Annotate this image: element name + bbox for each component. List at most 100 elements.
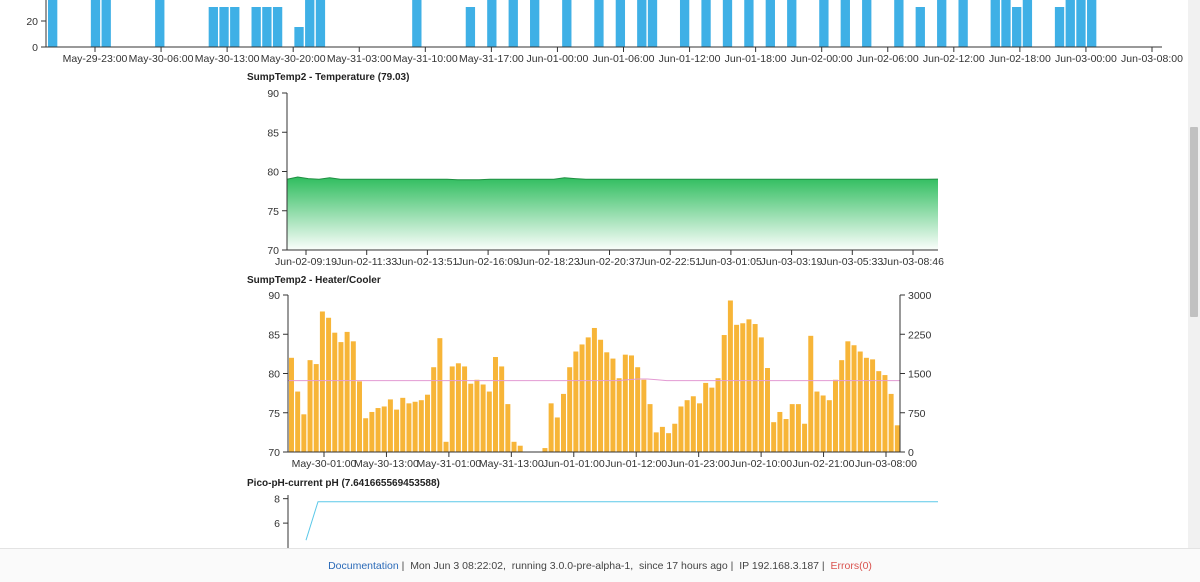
heater-x-tick-label: Jun-02-21:00 (793, 458, 855, 470)
heater-bar (425, 394, 430, 452)
bar (305, 0, 315, 47)
top-chart-y-tick-label: 0 (32, 42, 38, 54)
heater-bar (709, 387, 715, 452)
temperature-x-tick-label: Jun-03-03:19 (761, 256, 823, 266)
heater-bar (326, 317, 332, 452)
bar (101, 0, 111, 47)
temperature-x-tick-label: Jun-02-18:23 (518, 256, 580, 266)
bar (915, 7, 925, 47)
bar (615, 0, 626, 47)
heater-bar (622, 354, 628, 452)
top-chart-x-tick-label: Jun-01-18:00 (725, 53, 787, 65)
heater-bar (814, 391, 820, 452)
heater-bar (357, 381, 362, 452)
top-chart-x-tick-label: May-31-10:00 (393, 53, 458, 65)
bar (594, 0, 604, 47)
heater-bar (554, 417, 560, 452)
heater-bar (740, 323, 746, 452)
heater-bar (468, 383, 474, 452)
heater-bar (765, 368, 770, 452)
footer-separator: | (819, 559, 831, 572)
heater-left-y-tick-label: 75 (268, 408, 280, 420)
heater-bar (295, 391, 301, 452)
heater-bar (635, 367, 641, 452)
heater-bar (820, 395, 826, 452)
heater-bar (839, 360, 845, 452)
temperature-x-tick-label: Jun-03-01:05 (700, 256, 762, 266)
heater-bar (783, 419, 789, 452)
heater-bar (319, 311, 325, 452)
dashboard-main[interactable]: 0 20 May-29-23:00 May-30-06:00 May-30-13:00 M… (0, 0, 1188, 548)
heater-x-tick-label: Jun-02-10:00 (730, 458, 792, 470)
bar (862, 0, 872, 47)
bar (315, 0, 326, 47)
bar (894, 0, 904, 47)
top-chart-x-tick-label: May-31-03:00 (327, 53, 392, 65)
heater-bar (845, 341, 851, 452)
top-chart-x-tick-label: May-31-17:00 (459, 53, 524, 65)
temperature-y-tick-label: 70 (267, 245, 279, 257)
heater-bar (431, 367, 437, 452)
bar (637, 0, 647, 47)
bar (840, 0, 850, 47)
top-chart-x-tick-label: Jun-03-08:00 (1121, 53, 1183, 65)
heater-bar (394, 409, 400, 452)
heater-bar (826, 400, 832, 452)
bar (1022, 0, 1033, 47)
heater-bar (641, 379, 647, 452)
heater-bar (313, 364, 319, 452)
bar (155, 0, 165, 47)
top-chart-x-tick-label: Jun-02-12:00 (923, 53, 985, 65)
temperature-x-tick-label: Jun-02-09:19 (275, 256, 337, 266)
temperature-line (286, 176, 939, 181)
bar (294, 27, 304, 47)
heater-bar (771, 422, 777, 452)
heater-bar (894, 425, 900, 452)
heater-bar (666, 433, 672, 452)
ph-y-tick-label: 6 (274, 518, 280, 530)
heater-right-y-tick-label: 750 (908, 408, 926, 420)
heater-bar (802, 423, 808, 452)
temperature-y-tick-label: 75 (267, 206, 279, 218)
status-footer: Documentation | Mon Jun 3 08:22:02, runn… (0, 548, 1200, 582)
heater-bar (307, 360, 313, 452)
heater-bar (499, 366, 505, 452)
bar (465, 7, 476, 47)
heater-bar (542, 448, 548, 452)
vertical-scrollbar[interactable] (1188, 0, 1200, 548)
heater-bar (400, 397, 406, 452)
temperature-x-tick-label: Jun-03-08:46 (882, 256, 944, 266)
heater-bar (876, 371, 882, 452)
heater-bar (833, 379, 838, 452)
scrollbar-thumb[interactable] (1190, 127, 1198, 317)
documentation-link[interactable]: Documentation (328, 559, 399, 572)
heater-bar (703, 382, 709, 452)
top-chart-y-tick-label: 20 (26, 16, 38, 28)
heater-bar (418, 400, 424, 452)
heater-bar (289, 357, 294, 452)
heater-bar (863, 357, 869, 452)
heater-bar (344, 331, 350, 452)
heater-bar (387, 399, 393, 452)
heater-bar (715, 378, 721, 452)
heater-bar (795, 404, 801, 452)
heater-x-tick-label: May-31-13:00 (479, 458, 544, 470)
bar (937, 0, 947, 47)
heater-bar (616, 378, 622, 452)
top-chart-x-tick-label: Jun-01-00:00 (526, 53, 588, 65)
bar (272, 7, 283, 47)
temperature-y-tick-label: 80 (267, 167, 279, 179)
heater-bar (517, 445, 523, 452)
heater-right-y-tick-label: 3000 (908, 290, 932, 302)
heater-bar (412, 401, 418, 452)
heater-left-y-tick-label: 80 (268, 369, 280, 381)
top-chart-x-tick-label: Jun-01-12:00 (659, 53, 721, 65)
heater-bar (548, 403, 554, 452)
errors-link[interactable]: Errors(0) (830, 559, 872, 572)
bar (90, 0, 101, 47)
heater-bar (647, 404, 653, 452)
heater-bar (758, 337, 764, 452)
bar (230, 7, 240, 47)
heater-bar (350, 341, 356, 452)
temperature-y-tick-label: 85 (267, 127, 279, 139)
